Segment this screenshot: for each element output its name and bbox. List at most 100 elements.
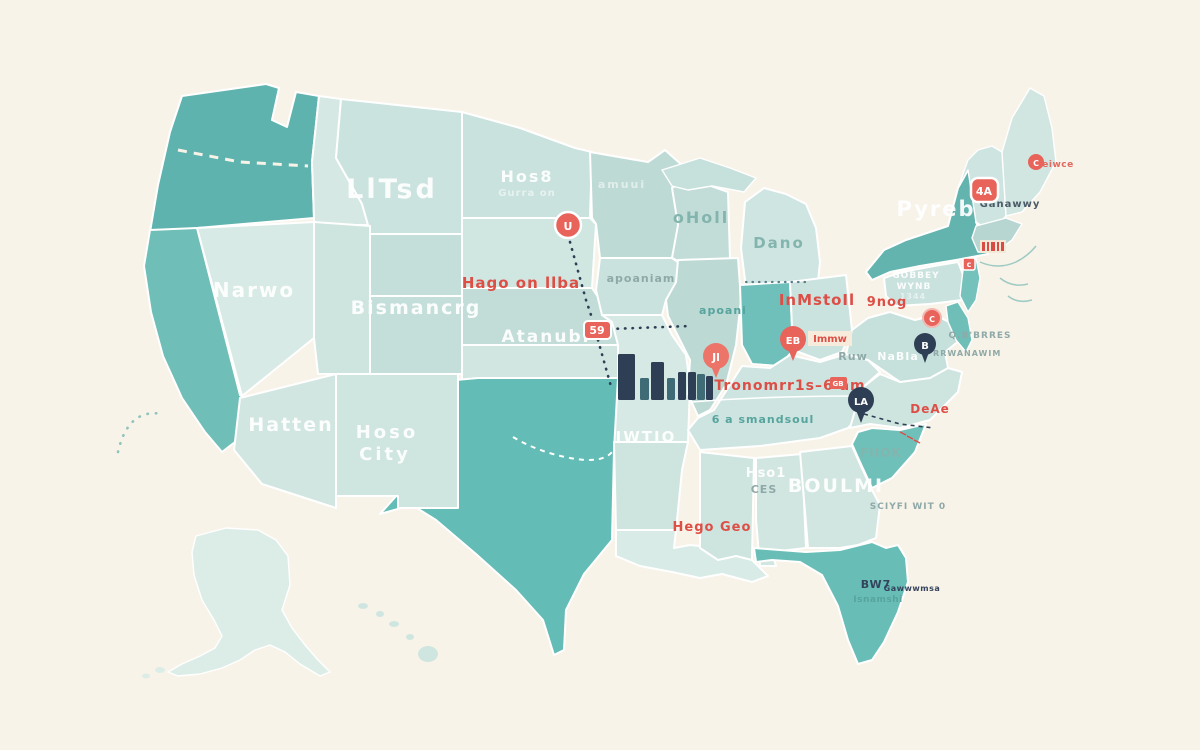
label-florida-note1: Gawwwmsa <box>884 584 941 593</box>
state-california[interactable] <box>143 227 256 453</box>
svg-text:c: c <box>967 260 972 269</box>
label-virginia-1: Ruw <box>838 350 867 363</box>
label-new-york: Pyreb <box>896 197 975 221</box>
pin-maryland[interactable]: C <box>922 308 942 328</box>
label-utah-colorado: Bismancrg <box>351 297 482 319</box>
state-louisiana[interactable] <box>615 529 769 583</box>
state-new-jersey[interactable] <box>959 257 981 313</box>
label-south-dakota: Hago on llba <box>462 274 580 292</box>
svg-text:4A: 4A <box>976 185 993 198</box>
chart-bar[interactable] <box>667 378 675 400</box>
svg-text:C: C <box>1033 159 1039 168</box>
label-tennessee-teal: 6 a smandsoul <box>712 413 815 426</box>
chart-bar[interactable] <box>618 354 635 400</box>
aleutian-islet <box>155 667 165 673</box>
label-iowa: apoaniam <box>607 272 676 285</box>
state-delmarva[interactable] <box>945 301 973 353</box>
red-river-dashed-border <box>512 436 613 461</box>
state-hawaii[interactable] <box>358 603 438 662</box>
label-pennsylvania-3: 1344 <box>900 292 926 301</box>
dotted-route-horizontal <box>608 324 692 331</box>
pin-ribbon-label: Immw <box>813 334 847 345</box>
label-arizona: Hatten <box>248 414 333 436</box>
state-michigan-up[interactable] <box>661 157 757 193</box>
label-nevada: Narwo <box>213 278 295 302</box>
dotted-route-to-chart <box>596 338 614 392</box>
label-chesapeake-1: Q.B'BRRES <box>948 331 1011 341</box>
label-atlantic-coast: SCIYFI WIT 0 <box>870 502 946 512</box>
state-mississippi[interactable] <box>699 451 755 561</box>
label-minnesota: amuui <box>598 178 646 191</box>
label-maine: eiwce <box>1042 160 1073 170</box>
pin-dakota-circle[interactable]: U <box>553 210 583 240</box>
label-pennsylvania-2: WYNB <box>897 282 932 292</box>
pin-virginia[interactable]: B <box>914 333 936 363</box>
state-florida[interactable] <box>753 541 909 665</box>
chart-bar[interactable] <box>688 372 696 400</box>
pin-illinois[interactable]: Jl <box>703 343 729 378</box>
long-island-sketch <box>979 245 1037 267</box>
svg-text:C: C <box>929 315 935 324</box>
state-kansas[interactable] <box>461 344 619 381</box>
kentucky-tennessee-border <box>691 395 859 403</box>
state-arkansas[interactable] <box>613 441 689 531</box>
coast-sketch-2 <box>1007 295 1033 303</box>
bar-chart <box>618 354 713 400</box>
label-north-dakota: Hos8 <box>500 167 553 186</box>
label-illinois: apoani <box>699 304 747 317</box>
state-new-mexico[interactable] <box>335 373 459 509</box>
state-nevada[interactable] <box>196 221 315 397</box>
label-north-carolina: DeAe <box>910 402 950 416</box>
pin-ribbon <box>808 331 852 346</box>
label-georgia: BOULMI <box>788 475 884 497</box>
chart-bar[interactable] <box>640 378 649 400</box>
svg-text:U: U <box>564 220 573 233</box>
label-michigan: Dano <box>753 234 805 252</box>
label-mid-atlantic-red: 9nog <box>867 295 908 310</box>
state-south-carolina[interactable] <box>851 423 927 489</box>
label-alabama-1: Hso1 <box>746 466 787 481</box>
pin-plains-badge[interactable]: 59 <box>583 320 612 340</box>
washington-oregon-dashed-border <box>177 148 309 168</box>
chart-bar[interactable] <box>697 374 705 400</box>
red-hatch-coast <box>899 431 921 444</box>
label-montana: LlTsd <box>346 174 438 205</box>
label-south-carolina: FIIOK <box>860 446 902 460</box>
svg-text:EB: EB <box>786 336 800 347</box>
label-alabama-2: CES <box>751 483 778 496</box>
pin-ohio-badge[interactable]: GB <box>830 377 847 389</box>
pin-carolina[interactable]: LA <box>848 387 874 423</box>
chart-bar[interactable] <box>706 376 713 400</box>
label-new-hampshire: Ganawwy <box>980 199 1041 210</box>
label-pennsylvania-1: GOBBEY <box>892 271 939 281</box>
pin-ohio[interactable]: Immw EB <box>780 326 852 361</box>
svg-text:LA: LA <box>854 397 868 408</box>
state-alaska[interactable] <box>167 527 331 677</box>
coast-sketch-1 <box>999 277 1029 286</box>
decor-layer <box>116 148 1037 461</box>
label-new-mexico-2: City <box>359 444 411 465</box>
pin-vermont[interactable]: 4A <box>969 176 1000 204</box>
state-maine[interactable] <box>1001 87 1057 217</box>
label-wisconsin: oHoll <box>673 208 729 227</box>
state-wyoming[interactable] <box>369 233 463 297</box>
svg-text:GB: GB <box>832 380 843 388</box>
label-north-dakota-sub: Gurra on <box>498 188 555 199</box>
label-florida-note2: Isnamshi <box>853 595 902 605</box>
pin-coast[interactable]: c <box>962 257 976 271</box>
aleutian-islet <box>142 673 150 679</box>
state-arizona[interactable] <box>233 373 337 509</box>
label-missouri: IWTIO <box>616 428 677 446</box>
chart-bar[interactable] <box>678 372 686 400</box>
pin-maine[interactable]: C <box>1028 154 1044 170</box>
pins-layer: U 59 Jl Immw EB B L <box>553 154 1044 423</box>
labels-layer: LlTsd Hos8 Gurra on amuui oHoll Dano Nar… <box>213 160 1073 605</box>
svg-text:59: 59 <box>589 324 604 337</box>
barcode-decoration <box>980 240 1006 253</box>
label-tennessee-red: Tronomrr1s–6 am <box>714 378 865 394</box>
label-nebraska: Atanubi <box>502 327 591 347</box>
chart-bar[interactable] <box>651 362 664 400</box>
dotted-route-vertical <box>568 240 594 320</box>
label-virginia-2: NaBIa <box>877 350 919 363</box>
